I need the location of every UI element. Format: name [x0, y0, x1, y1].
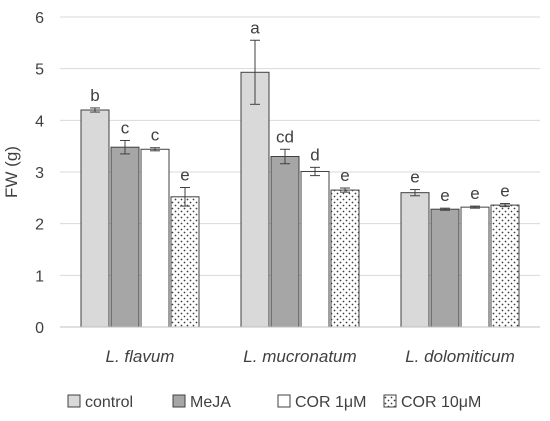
significance-label: e: [410, 168, 419, 187]
y-tick-label: 0: [35, 320, 44, 337]
y-tick-label: 2: [35, 217, 44, 234]
gridlines: [60, 16, 540, 276]
bar: [270, 156, 300, 328]
legend-label: COR 10μM: [401, 394, 481, 411]
significance-label: b: [90, 86, 99, 105]
significance-labels: b c c e a cdd e e e e e: [90, 18, 509, 205]
y-tick-label: 5: [35, 62, 44, 79]
bar: [80, 109, 110, 328]
significance-label: e: [440, 186, 449, 205]
significance-label: e: [470, 184, 479, 203]
y-tick-labels: 0 1 2 3 4 5 6: [35, 10, 44, 337]
legend-swatch: [67, 394, 81, 408]
category-label: L. mucronatum: [243, 347, 356, 366]
bar: [170, 196, 200, 328]
legend: control MeJA COR 1μM COR 10μM: [67, 394, 481, 411]
significance-label: cd: [276, 127, 294, 146]
y-axis-label: FW (g): [2, 146, 21, 198]
bar: [140, 148, 170, 328]
bar: [400, 192, 430, 328]
legend-label: COR 1μM: [295, 394, 366, 411]
significance-label: c: [151, 126, 160, 145]
category-label: L. dolomiticum: [405, 347, 515, 366]
legend-swatch: [383, 394, 397, 408]
significance-label: e: [180, 166, 189, 185]
legend-label: MeJA: [190, 394, 231, 411]
y-tick-label: 3: [35, 165, 44, 182]
significance-label: e: [500, 182, 509, 201]
significance-label: a: [250, 18, 260, 37]
bar: [300, 170, 330, 328]
legend-swatch: [277, 394, 291, 408]
y-tick-label: 4: [35, 113, 44, 130]
bar: [330, 189, 360, 328]
bar: [490, 204, 520, 328]
bar: [430, 208, 460, 328]
legend-swatch: [172, 394, 186, 408]
y-tick-label: 1: [35, 268, 44, 285]
significance-label: c: [121, 118, 130, 137]
bar: [460, 206, 490, 328]
bar: [110, 146, 140, 328]
y-tick-label: 6: [35, 10, 44, 27]
significance-label: d: [310, 145, 319, 164]
bars: [80, 71, 520, 328]
category-labels: L. flavum L. mucronatum L. dolomiticum: [106, 347, 515, 366]
legend-label: control: [85, 394, 133, 411]
category-label: L. flavum: [106, 347, 175, 366]
significance-label: e: [340, 166, 349, 185]
bar: [240, 71, 270, 328]
error-bars: [90, 39, 510, 211]
